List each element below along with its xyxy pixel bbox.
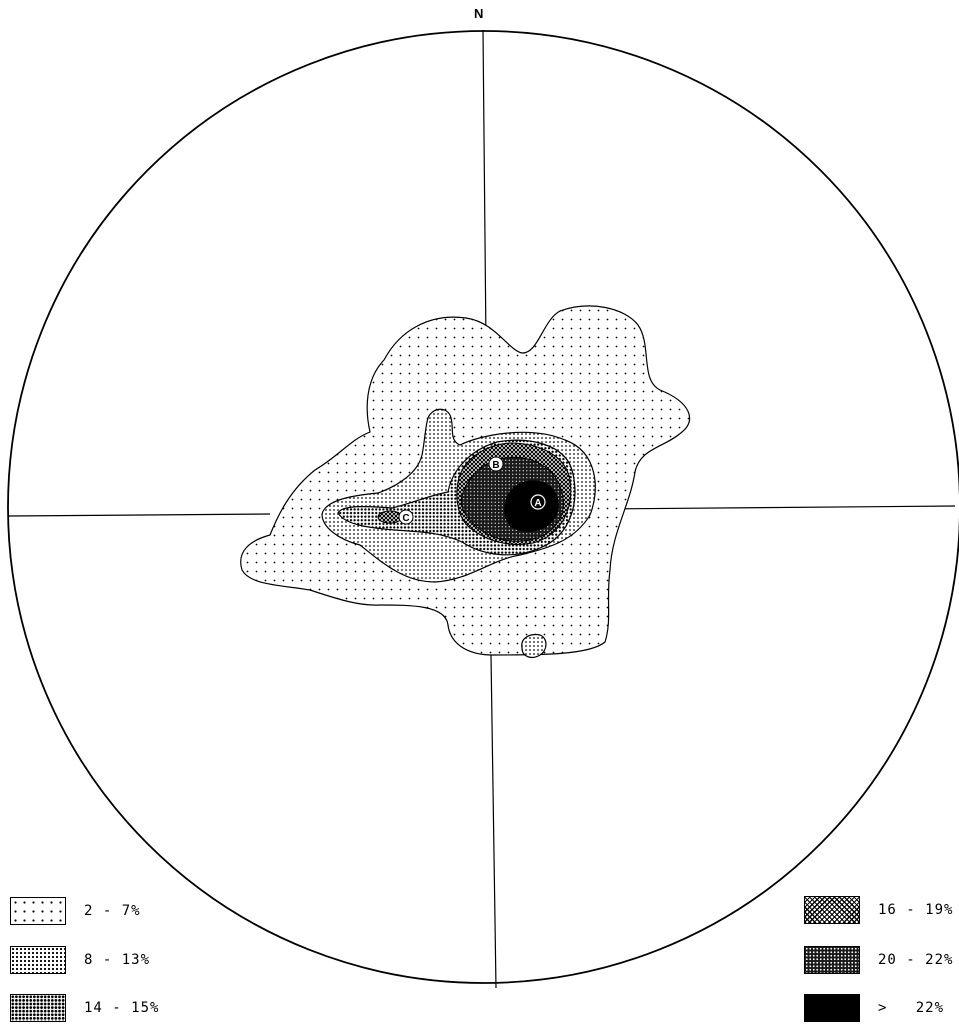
legend-label: > 22% <box>878 1000 945 1016</box>
legend-item-8-13: 8 - 13% <box>10 946 150 974</box>
point-c-label: C <box>402 513 409 524</box>
contour-8-13-islet <box>521 633 547 658</box>
legend-item-2-7: 2 - 7% <box>10 897 141 925</box>
north-south-line-upper <box>482 29 487 346</box>
stereonet-circle <box>7 30 959 984</box>
point-b-marker <box>488 456 504 472</box>
legend-item-20-22: 20 - 22% <box>804 946 953 974</box>
contour-14-15-core-c <box>377 510 403 524</box>
point-a-label: A <box>534 498 541 509</box>
legend-label: 2 - 7% <box>84 903 141 919</box>
legend-item-over-22: > 22% <box>804 994 944 1022</box>
legend-swatch-sparse-dots <box>10 897 66 925</box>
north-south-line-lower <box>490 654 497 989</box>
legend-label: 14 - 15% <box>84 1000 160 1016</box>
legend-label: 16 - 19% <box>878 902 954 918</box>
legend-item-14-15: 14 - 15% <box>10 994 159 1022</box>
legend-swatch-medium-dots <box>10 994 66 1022</box>
point-b-label: B <box>492 460 499 471</box>
legend-item-16-19: 16 - 19% <box>804 896 953 924</box>
point-a-marker <box>530 494 546 510</box>
north-label: N <box>474 6 484 21</box>
east-line <box>599 505 956 510</box>
legend-label: 20 - 22% <box>878 952 954 968</box>
legend-swatch-crosshatch <box>804 896 860 924</box>
point-c-marker <box>398 509 414 525</box>
legend-swatch-solid-black <box>804 994 860 1022</box>
west-line <box>8 513 271 517</box>
contour-over-22 <box>504 480 559 532</box>
legend-swatch-fine-dots <box>10 946 66 974</box>
legend-swatch-dark-dots <box>804 946 860 974</box>
legend-label: 8 - 13% <box>84 952 151 968</box>
